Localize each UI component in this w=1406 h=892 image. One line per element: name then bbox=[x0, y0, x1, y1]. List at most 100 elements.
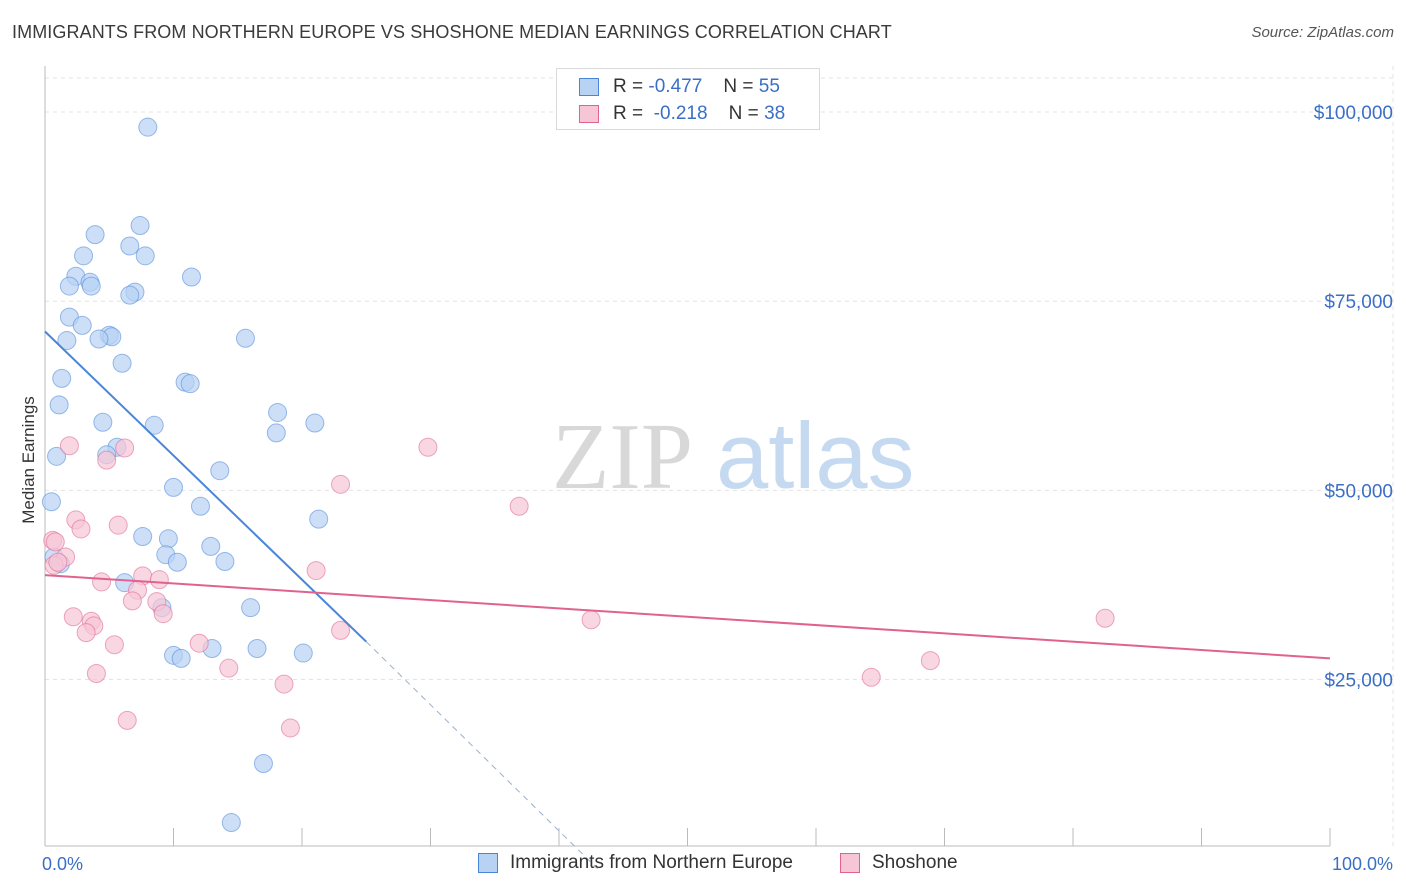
legend-swatch-blue bbox=[478, 853, 498, 873]
northern-europe-point bbox=[201, 536, 221, 556]
northern-europe-point bbox=[215, 551, 235, 571]
watermark: ZIP atlas bbox=[552, 403, 915, 509]
shoshone-point bbox=[115, 438, 135, 458]
northern-europe-point bbox=[41, 492, 61, 512]
shoshone-point bbox=[920, 651, 940, 671]
x-tick-labels: 0.0% 100.0% bbox=[42, 854, 1393, 874]
northern-europe-point bbox=[85, 225, 105, 245]
shoshone-point bbox=[861, 667, 881, 687]
shoshone-point bbox=[274, 674, 294, 694]
northern-europe-point bbox=[253, 754, 273, 774]
y-tick-label: $25,000 bbox=[1324, 671, 1393, 692]
northern-europe-point bbox=[120, 285, 140, 305]
northern-europe-point bbox=[190, 496, 210, 516]
legend-r-value: -0.218 bbox=[653, 103, 708, 124]
shoshone-point bbox=[153, 604, 173, 624]
trend-lines bbox=[44, 330, 1331, 870]
northern-europe-point bbox=[268, 402, 288, 422]
shoshone-point bbox=[71, 519, 91, 539]
series-northern-europe-points bbox=[41, 117, 329, 833]
watermark-atlas: atlas bbox=[716, 403, 915, 508]
northern-europe-point bbox=[120, 236, 140, 256]
northern-europe-point bbox=[135, 246, 155, 266]
y-tick-label: $100,000 bbox=[1314, 103, 1393, 124]
shoshone-point bbox=[149, 570, 169, 590]
legend-n-label: N = bbox=[728, 103, 759, 124]
northern-europe-point bbox=[158, 529, 178, 549]
shoshone-point bbox=[189, 633, 209, 653]
northern-europe-point bbox=[57, 331, 77, 351]
trend-line-shoshone bbox=[44, 574, 1331, 660]
correlation-legend: R = -0.477 N = 55 R = -0.218 N = 38 bbox=[556, 68, 820, 130]
northern-europe-point bbox=[89, 329, 109, 349]
northern-europe-point bbox=[49, 395, 69, 415]
legend-r-label: R = bbox=[613, 103, 644, 124]
shoshone-point bbox=[86, 663, 106, 683]
shoshone-point bbox=[122, 591, 142, 611]
northern-europe-point bbox=[138, 117, 158, 137]
watermark-zip: ZIP bbox=[552, 405, 693, 509]
legend-r-value: -0.477 bbox=[648, 76, 703, 97]
y-axis-label: Median Earnings bbox=[19, 396, 38, 524]
northern-europe-point bbox=[221, 813, 241, 833]
x-tick-label-min: 0.0% bbox=[42, 854, 83, 874]
northern-europe-point bbox=[171, 648, 191, 668]
shoshone-point bbox=[48, 552, 68, 572]
northern-europe-point bbox=[266, 423, 286, 443]
legend-n-value: 38 bbox=[764, 103, 786, 124]
shoshone-point bbox=[76, 623, 96, 643]
shoshone-point bbox=[108, 515, 128, 535]
legend-swatch-pink bbox=[579, 105, 599, 123]
shoshone-point bbox=[104, 635, 124, 655]
shoshone-point bbox=[117, 710, 137, 730]
northern-europe-point bbox=[93, 412, 113, 432]
shoshone-point bbox=[280, 718, 300, 738]
y-tick-label: $50,000 bbox=[1324, 481, 1393, 502]
northern-europe-point bbox=[180, 374, 200, 394]
northern-europe-point bbox=[144, 415, 164, 435]
northern-europe-point bbox=[130, 216, 150, 236]
legend-item-shoshone[interactable]: Shoshone bbox=[840, 852, 958, 874]
northern-europe-point bbox=[309, 509, 329, 529]
northern-europe-point bbox=[133, 527, 153, 547]
northern-europe-point bbox=[164, 477, 183, 497]
northern-europe-point bbox=[241, 598, 261, 618]
northern-europe-point bbox=[112, 353, 132, 373]
northern-europe-point bbox=[52, 368, 72, 388]
chart-title: IMMIGRANTS FROM NORTHERN EUROPE VS SHOSH… bbox=[12, 22, 892, 42]
northern-europe-point bbox=[235, 328, 255, 348]
northern-europe-point bbox=[181, 267, 201, 287]
legend-swatch-pink bbox=[840, 853, 860, 873]
legend-swatch-blue bbox=[579, 78, 599, 96]
northern-europe-point bbox=[210, 461, 230, 481]
series-legend: Immigrants from Northern Europe Shoshone bbox=[0, 852, 1406, 878]
shoshone-point bbox=[63, 607, 83, 627]
legend-label-shoshone: Shoshone bbox=[872, 852, 958, 873]
trend-line-northern-europe-extension bbox=[365, 641, 598, 870]
shoshone-point bbox=[418, 437, 438, 457]
northern-europe-point bbox=[305, 413, 325, 433]
legend-item-northern-europe[interactable]: Immigrants from Northern Europe bbox=[478, 852, 793, 874]
shoshone-point bbox=[331, 620, 351, 640]
chart-source: Source: ZipAtlas.com bbox=[1251, 24, 1394, 41]
northern-europe-point bbox=[59, 276, 79, 296]
legend-n-value: 55 bbox=[758, 76, 780, 97]
shoshone-point bbox=[331, 474, 351, 494]
northern-europe-point bbox=[167, 552, 187, 572]
northern-europe-point bbox=[81, 276, 101, 296]
grid-lines bbox=[45, 66, 1394, 846]
shoshone-point bbox=[581, 610, 601, 630]
northern-europe-point bbox=[74, 246, 94, 266]
legend-n-label: N = bbox=[723, 76, 754, 97]
trend-line-northern-europe bbox=[44, 330, 367, 643]
shoshone-point bbox=[92, 572, 112, 592]
y-tick-label: $75,000 bbox=[1324, 292, 1393, 313]
y-tick-labels: $25,000 $50,000 $75,000 $100,000 bbox=[1314, 103, 1393, 691]
northern-europe-point bbox=[293, 643, 313, 663]
legend-r-label: R = bbox=[613, 76, 644, 97]
northern-europe-point bbox=[247, 639, 267, 659]
shoshone-point bbox=[97, 450, 117, 470]
shoshone-point bbox=[509, 496, 529, 516]
shoshone-point bbox=[59, 436, 79, 456]
